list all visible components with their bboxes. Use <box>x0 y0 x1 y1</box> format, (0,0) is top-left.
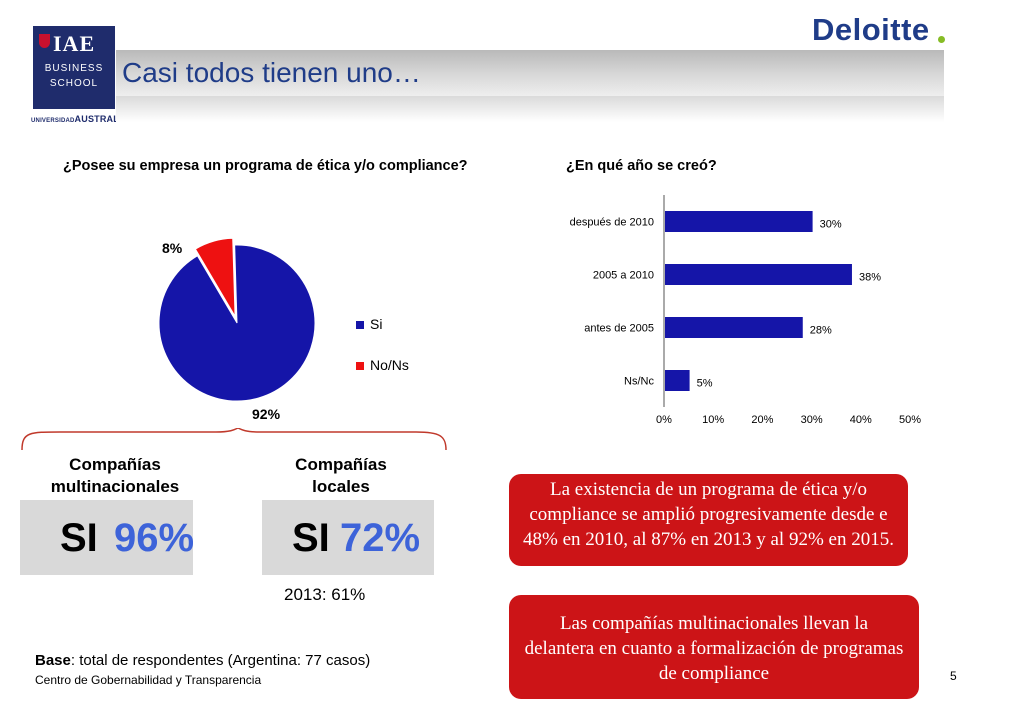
legend-swatch-nons <box>356 362 364 371</box>
bar-x-tick-2: 20% <box>751 414 773 426</box>
bar-value-label-0: 30% <box>820 219 842 231</box>
locales-pct: 72% <box>340 516 421 560</box>
bar-1 <box>665 264 852 285</box>
bar-3 <box>665 370 690 391</box>
multinacionales-si: SI <box>60 516 98 560</box>
bar-value-label-1: 38% <box>859 272 881 284</box>
bar-category-label-0: después de 2010 <box>570 217 654 229</box>
locales-si: SI <box>292 516 330 560</box>
legend-swatch-si <box>356 321 364 330</box>
logo-school-text: SCHOOL <box>49 78 99 89</box>
locales-stat-box: SI 72% <box>262 500 434 575</box>
bar-x-tick-4: 40% <box>850 414 872 426</box>
bar-x-tick-1: 10% <box>702 414 724 426</box>
pie-chart <box>158 237 316 402</box>
deloitte-logo: Deloitte <box>812 12 930 47</box>
page-number: 5 <box>950 669 957 683</box>
iae-business-school-logo: IAE BUSINESS SCHOOL <box>33 26 115 109</box>
base-note: Base: total de respondentes (Argentina: … <box>35 652 370 669</box>
deloitte-dot-icon <box>938 36 945 43</box>
title-band-shadow <box>116 96 944 122</box>
grouping-brace <box>21 428 447 451</box>
bar-category-label-3: Ns/Nc <box>624 376 654 388</box>
pie-label-si: 92% <box>252 406 281 422</box>
legend-item-si: Si <box>356 316 382 332</box>
logo-universidad-text: UNIVERSIDAD <box>31 118 75 124</box>
bar-0 <box>665 211 813 232</box>
locales-heading-line1: Compañías <box>295 455 387 474</box>
locales-heading: Compañías locales <box>266 454 416 498</box>
bar-chart-title: ¿En qué año se creó? <box>566 158 717 174</box>
footer-organization: Centro de Gobernabilidad y Transparencia <box>35 673 262 687</box>
locales-heading-line2: locales <box>312 477 370 496</box>
multinacionales-heading-line1: Compañías <box>69 455 161 474</box>
shield-icon <box>39 34 50 48</box>
multinacionales-stat-box: SI 96% <box>20 500 195 575</box>
callout-multinational-lead: Las compañías multinacionales llevan la … <box>509 595 919 699</box>
bar-x-tick-0: 0% <box>656 414 672 426</box>
base-label: Base <box>35 652 71 669</box>
logo-iae-text: IAE <box>53 31 96 56</box>
logo-business-text: BUSINESS <box>44 63 104 74</box>
base-text: : total de respondentes (Argentina: 77 c… <box>70 652 371 669</box>
callout-existence: La existencia de un programa de ética y/… <box>509 474 908 566</box>
pie-label-nons: 8% <box>162 240 183 256</box>
universidad-austral-logo: UNIVERSIDADAUSTRAL <box>31 114 119 124</box>
page-title: Casi todos tienen uno… <box>122 57 421 88</box>
legend-item-nons: No/Ns <box>356 357 409 373</box>
logo-austral-text: AUSTRAL <box>74 114 119 124</box>
bar-category-label-1: 2005 a 2010 <box>593 270 654 282</box>
pie-slice-no-ns <box>194 237 236 317</box>
bar-value-label-3: 5% <box>697 378 713 390</box>
multinacionales-heading-line2: multinacionales <box>50 477 180 496</box>
pie-chart-title: ¿Posee su empresa un programa de ética y… <box>63 158 468 174</box>
legend-label-si: Si <box>370 316 383 332</box>
multinacionales-pct: 96% <box>114 516 195 560</box>
locales-2013-note: 2013: 61% <box>284 585 366 604</box>
title-band <box>116 50 944 96</box>
legend-label-nons: No/Ns <box>370 357 409 373</box>
bar-category-label-2: antes de 2005 <box>584 323 654 335</box>
bar-chart: después de 2010 30% 2005 a 2010 38% antes de… <box>570 195 921 426</box>
bar-2 <box>665 317 803 338</box>
multinacionales-heading: Compañías multinacionales <box>24 454 206 498</box>
bar-value-label-2: 28% <box>810 325 832 337</box>
bar-x-tick-5: 50% <box>899 414 921 426</box>
bar-x-tick-3: 30% <box>801 414 823 426</box>
pie-slice-si <box>158 244 316 402</box>
